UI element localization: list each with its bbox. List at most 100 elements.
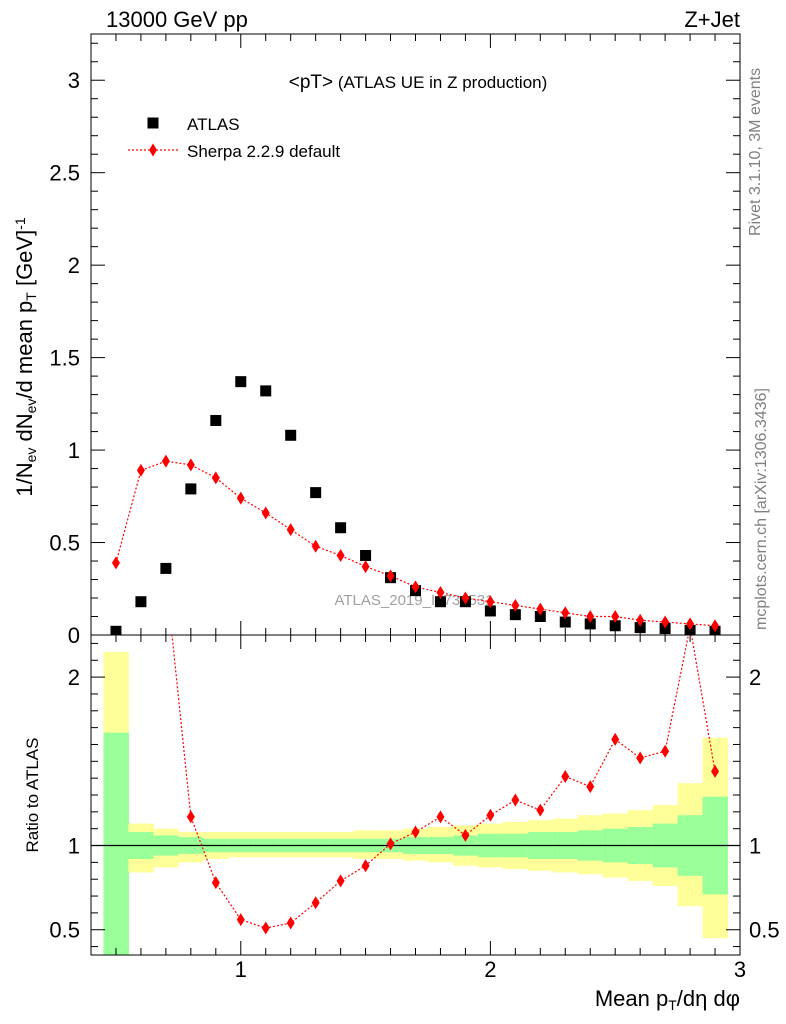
ratio-x-tick-label: 2 [484,957,496,982]
sherpa-data-point [161,454,170,468]
ratio-sherpa-point [261,921,270,935]
sherpa-data-point [336,548,345,562]
sherpa-data-point [461,591,470,605]
ratio-sherpa-point [386,837,395,851]
ratio-sherpa-point [661,744,670,758]
sherpa-data-point [661,615,670,629]
header-left-label: 13000 GeV pp [106,7,248,32]
sherpa-data-point [286,523,295,537]
ratio-y-axis-label: Ratio to ATLAS [23,738,42,853]
ratio-sherpa-point [186,810,195,824]
atlas-data-point [534,611,546,623]
atlas-data-point [559,616,571,628]
sherpa-data-point [261,506,270,520]
legend-atlas-label: ATLAS [187,115,240,134]
atlas-data-point [335,522,347,534]
atlas-data-point [210,414,222,426]
ratio-data [171,635,720,935]
main-y-tick-label: 2.5 [49,161,80,186]
sherpa-data-point [386,569,395,583]
legend-atlas-marker [147,117,159,129]
atlas-data-point [484,605,496,617]
atlas-data-point [135,596,147,608]
main-y-tick-label: 1.5 [49,346,80,371]
plot-title-main: <pT> [289,72,333,93]
ratio-sherpa-point [711,764,720,778]
sherpa-data-point [311,539,320,553]
ratio-y-tick-label-right: 1 [749,834,761,859]
ratio-sherpa-point [286,916,295,930]
ratio-y-tick-label-left: 1 [68,834,80,859]
main-panel: 0 0.5 1 1.5 2 2.5 3 ATLAS_2019_I1736531 <pT> (AT… [12,33,741,648]
ratio-sherpa-point [236,913,245,927]
ratio-sherpa-point [511,793,520,807]
sherpa-data-point [511,598,520,612]
ratio-sherpa-point [336,874,345,888]
sherpa-data-point [361,560,370,574]
main-y-tick-label: 3 [68,68,80,93]
atlas-data-point [584,618,596,630]
ratio-sherpa-point [361,859,370,873]
ratio-sherpa-point [436,810,445,824]
main-y-tick-label: 0.5 [49,531,80,556]
ratio-sherpa-line [171,635,716,929]
sherpa-data-point [236,491,245,505]
atlas-data-point [260,385,272,397]
atlas-data-point [310,487,322,499]
sherpa-data-point [136,463,145,477]
sherpa-data-point [636,613,645,627]
main-data [110,376,721,635]
atlas-data-point [609,620,621,632]
atlas-data-point [235,376,247,388]
legend-sherpa-label: Sherpa 2.2.9 default [187,142,340,161]
ratio-sherpa-point [586,780,595,794]
sherpa-data-point [486,595,495,609]
sherpa-data-point [561,606,570,620]
sherpa-data-point [536,602,545,616]
header-right-label: Z+Jet [684,7,740,32]
ratio-panel: 0.5 0.5 1 1 2 2 1 2 3 Ratio to ATLAS Mean pT/dη dφ [23,634,780,1013]
ratio-sherpa-point [561,769,570,783]
atlas-data-point [285,429,297,441]
sherpa-data-point [211,471,220,485]
rivet-version-label: Rivet 3.1.10, 3M events [747,68,764,236]
main-y-tick-label: 1 [68,438,80,463]
ratio-y-tick-label-left: 0.5 [49,918,80,943]
legend-sherpa-marker [149,143,157,157]
ratio-sherpa-point [611,732,620,746]
ratio-sherpa-point [461,828,470,842]
sherpa-data-point [611,610,620,624]
main-y-tick-label: 2 [68,253,80,278]
sherpa-data-point [186,458,195,472]
ratio-band-green [103,732,129,955]
ratio-x-tick-label: 3 [734,957,746,982]
legend: ATLAS Sherpa 2.2.9 default [128,115,340,161]
x-axis-label: Mean pT/dη dφ [595,986,740,1013]
plot-title-sub: (ATLAS UE in Z production) [333,73,547,92]
ratio-sherpa-point [536,803,545,817]
sherpa-data-point [586,610,595,624]
sherpa-data-point [686,617,695,631]
atlas-data-point [360,549,372,561]
atlas-data-point [509,609,521,621]
ratio-y-tick-label-right: 2 [749,665,761,690]
ratio-y-tick-label-right: 0.5 [749,918,780,943]
sherpa-data-point [111,556,120,570]
ratio-x-tick-label: 1 [235,957,247,982]
analysis-watermark: ATLAS_2019_I1736531 [334,592,493,609]
main-y-tick-label: 0 [68,623,80,648]
atlas-data-point [434,596,446,608]
mcplots-label: mcplots.cern.ch [arXiv:1306.3436] [753,388,770,630]
ratio-sherpa-point [486,808,495,822]
atlas-data-point [160,562,172,574]
plot-title: <pT> (ATLAS UE in Z production) [289,72,548,93]
ratio-y-tick-label-left: 2 [68,665,80,690]
ratio-sherpa-point [411,825,420,839]
atlas-data-point [185,483,197,495]
ratio-bands [103,651,729,955]
main-y-axis-label: 1/Nev dNev/d mean pT [GeV]-1 [12,217,39,497]
ratio-sherpa-point [636,751,645,765]
sherpa-data-point [711,619,720,633]
ratio-sherpa-point [211,876,220,890]
